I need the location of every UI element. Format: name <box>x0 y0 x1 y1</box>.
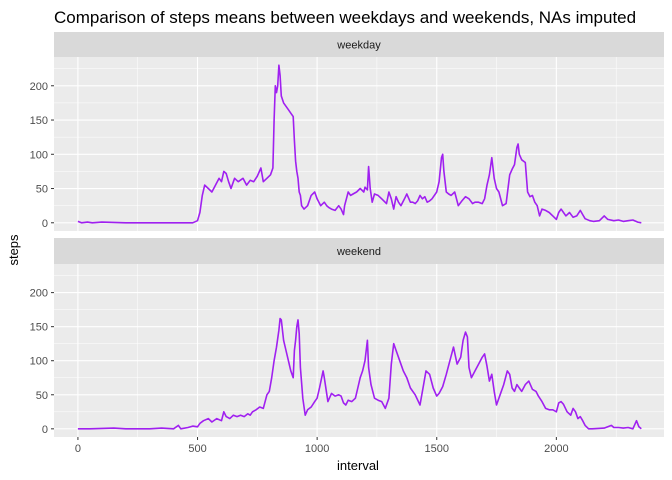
facet-strip <box>54 238 664 264</box>
y-tick-label: 150 <box>30 322 48 334</box>
series-line-weekend <box>77 317 642 430</box>
y-tick-label: 100 <box>30 356 48 368</box>
y-tick-label: 150 <box>30 115 48 127</box>
facet-panel-weekend: weekend 0 50 100 150 200 <box>30 238 664 437</box>
x-tick-label: 1500 <box>425 443 449 455</box>
y-tick-label: 50 <box>36 184 48 196</box>
x-tick-label: 0 <box>75 443 81 455</box>
facet-panels: weekday 0 50 100 150 200 weekend 0 50 100 150 200 <box>30 32 664 437</box>
y-tick-label: 100 <box>30 149 48 161</box>
y-tick-label: 0 <box>42 424 48 436</box>
y-tick-label: 200 <box>30 81 48 93</box>
x-tick-label: 500 <box>188 443 206 455</box>
facet-panel-weekday: weekday 0 50 100 150 200 <box>30 32 664 231</box>
facet-strip-label: weekend <box>336 246 381 258</box>
facet-strip-label: weekday <box>336 40 381 52</box>
series-line-weekday <box>77 64 642 224</box>
panel-background <box>54 57 664 231</box>
facet-strip <box>54 32 664 57</box>
x-axis-title: interval <box>337 458 379 473</box>
y-axis-title: steps <box>6 234 21 266</box>
chart-title: Comparison of steps means between weekda… <box>54 8 636 27</box>
y-tick-label: 200 <box>30 288 48 300</box>
x-tick-label: 1000 <box>305 443 329 455</box>
x-tick-label: 2000 <box>544 443 568 455</box>
y-tick-label: 0 <box>42 218 48 230</box>
y-tick-label: 50 <box>36 390 48 402</box>
x-axis-ticks: 0 500 1000 1500 2000 <box>75 437 569 455</box>
